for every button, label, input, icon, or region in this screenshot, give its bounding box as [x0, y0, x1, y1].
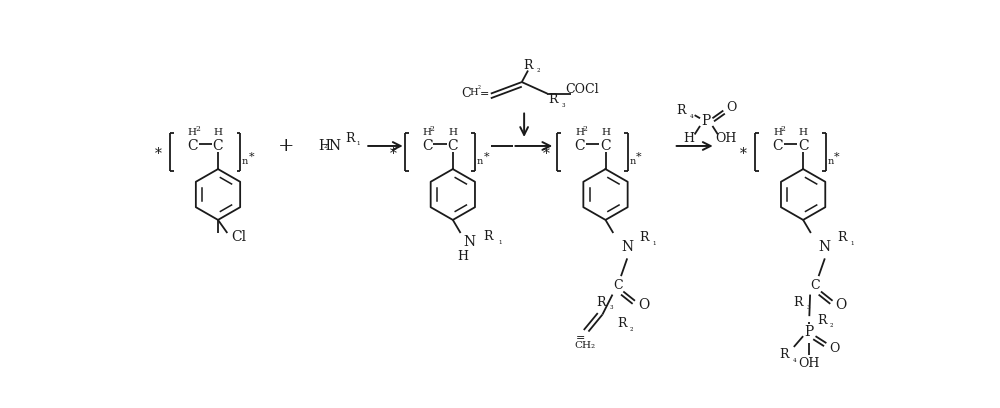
Text: C: C — [798, 139, 808, 153]
Text: 2: 2 — [430, 125, 435, 133]
Text: C: C — [811, 279, 820, 292]
Text: N: N — [464, 235, 476, 249]
Text: R: R — [483, 231, 492, 243]
Text: *: * — [390, 147, 397, 161]
Text: ₃: ₃ — [561, 100, 565, 109]
Text: H: H — [423, 129, 432, 137]
Text: H: H — [448, 129, 457, 137]
Text: H: H — [684, 132, 695, 145]
Text: R: R — [617, 317, 627, 330]
Text: H: H — [575, 129, 584, 137]
Text: R: R — [596, 296, 606, 309]
Text: Cl: Cl — [231, 230, 246, 244]
Text: ₂: ₂ — [830, 320, 834, 329]
Text: ₂: ₂ — [536, 65, 540, 74]
Text: R: R — [345, 132, 355, 145]
Text: ₂: ₂ — [630, 324, 634, 333]
Text: R: R — [677, 104, 686, 117]
Text: R: R — [548, 93, 558, 106]
Text: C: C — [213, 139, 223, 153]
Text: R: R — [837, 231, 847, 244]
Text: N: N — [328, 139, 340, 153]
Text: H: H — [469, 88, 478, 97]
Text: O: O — [638, 298, 649, 313]
Text: R: R — [523, 59, 533, 72]
Text: CH₂: CH₂ — [574, 341, 595, 350]
Text: H: H — [773, 129, 782, 137]
Text: C: C — [613, 279, 623, 292]
Text: ₁: ₁ — [653, 238, 656, 247]
Text: ₂: ₂ — [478, 84, 481, 91]
Text: H: H — [799, 129, 808, 137]
Text: ₁: ₁ — [850, 238, 854, 247]
Text: C: C — [461, 87, 471, 100]
Text: *: * — [249, 152, 254, 162]
Text: P: P — [702, 114, 711, 129]
Text: OH: OH — [716, 132, 737, 145]
Text: *: * — [155, 147, 162, 161]
Text: ₄: ₄ — [690, 111, 693, 120]
Text: 2: 2 — [780, 125, 785, 133]
Text: n: n — [630, 157, 636, 166]
Text: O: O — [726, 101, 736, 114]
Text: R: R — [780, 348, 789, 361]
Text: H: H — [601, 129, 610, 137]
Text: n: n — [827, 157, 833, 166]
Text: O: O — [830, 342, 840, 355]
Text: ₁: ₁ — [498, 237, 502, 246]
Text: C: C — [772, 139, 783, 153]
Text: =: = — [480, 89, 489, 99]
Text: +: + — [278, 137, 294, 155]
Text: N: N — [819, 240, 831, 254]
Text: OH: OH — [799, 357, 820, 370]
Text: H: H — [214, 129, 222, 137]
Text: C: C — [575, 139, 585, 153]
Text: C: C — [448, 139, 458, 153]
Text: n: n — [242, 157, 248, 166]
Text: C: C — [600, 139, 611, 153]
Text: R: R — [817, 313, 826, 326]
Text: P: P — [805, 324, 814, 339]
Text: C: C — [422, 139, 433, 153]
Text: *: * — [740, 147, 747, 161]
Text: 2: 2 — [195, 125, 200, 133]
Text: *: * — [834, 152, 839, 162]
Text: N: N — [621, 240, 633, 254]
Text: =: = — [576, 333, 585, 343]
Text: *: * — [636, 152, 642, 162]
Text: R: R — [794, 296, 803, 309]
Text: 2: 2 — [583, 125, 587, 133]
Text: H: H — [457, 250, 468, 263]
Text: C: C — [187, 139, 198, 153]
Text: ₃: ₃ — [807, 302, 810, 311]
Text: H: H — [319, 139, 331, 153]
Text: *: * — [542, 147, 549, 161]
Text: ₃: ₃ — [609, 302, 613, 311]
Text: *: * — [483, 152, 489, 162]
Text: ₂: ₂ — [324, 142, 327, 151]
Text: R: R — [640, 231, 649, 244]
Text: n: n — [477, 157, 483, 166]
Text: ₁: ₁ — [357, 138, 360, 147]
Text: ₄: ₄ — [793, 355, 796, 364]
Text: H: H — [188, 129, 197, 137]
Text: O: O — [835, 298, 847, 313]
Text: COCl: COCl — [565, 83, 599, 96]
